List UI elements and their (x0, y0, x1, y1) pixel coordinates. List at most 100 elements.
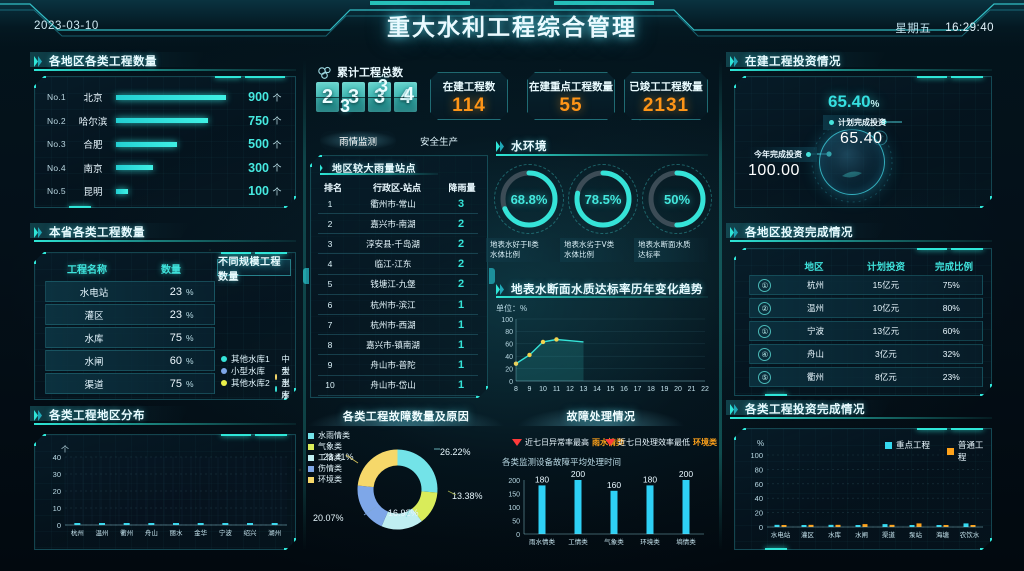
legend-item[interactable]: 其他水库2 (221, 377, 270, 389)
cell-rank: 6 (327, 299, 333, 310)
donut-legend-item[interactable]: 水雨情类 (308, 430, 350, 441)
table-row[interactable]: ② 温州 10亿元 80% (749, 298, 983, 318)
cell-station: 临江-江东 (374, 259, 412, 270)
svg-text:15: 15 (607, 386, 615, 393)
svg-text:海塘: 海塘 (936, 530, 950, 539)
legend-label: 其他水库2 (231, 378, 270, 388)
legend-item[interactable]: 大型水库 (275, 365, 295, 413)
table-row[interactable]: 7 杭州市-西湖 1 (318, 315, 478, 336)
cell-planned: 15亿元 (872, 280, 900, 290)
panel-title-plate-2 (30, 223, 190, 238)
table-row[interactable]: 1 衢州市-常山 3 (318, 194, 478, 214)
cell-index: ② (750, 302, 780, 315)
table-row[interactable]: 9 舟山市-普陀 1 (318, 356, 478, 376)
legend-item[interactable]: 其他水库1 (221, 353, 270, 365)
legend-label: 大型水库 (281, 366, 290, 412)
legend-item[interactable]: 小型水库 (221, 365, 265, 377)
svg-text:8: 8 (514, 386, 518, 393)
legend-dot-icon (221, 356, 227, 362)
donut-label: 23.41% (323, 452, 354, 462)
donut-legend-item[interactable]: 伤情类 (308, 463, 342, 474)
cell-ratio: 60% (942, 326, 960, 336)
svg-text:100: 100 (501, 317, 513, 324)
svg-text:50: 50 (512, 519, 520, 526)
rank-bar-track (116, 189, 226, 194)
legend-swatch-icon (308, 432, 314, 439)
legend-label: 环境类 (318, 475, 342, 484)
svg-text:30: 30 (53, 470, 61, 479)
divider-left (303, 60, 306, 550)
investment-orb (819, 129, 885, 195)
right-scroll-nub[interactable] (489, 268, 495, 284)
table-row[interactable]: ① 杭州 15亿元 75% (749, 275, 983, 295)
svg-text:0: 0 (516, 532, 520, 539)
tab-rain-monitoring[interactable]: 雨情监测 (320, 131, 396, 150)
svg-text:16: 16 (620, 386, 628, 393)
svg-text:0: 0 (57, 521, 61, 530)
rank-bar-track (116, 95, 226, 100)
province-row: 渠道 75% (45, 373, 215, 394)
tab-safety-production[interactable]: 安全生产 (419, 136, 458, 148)
project-qty: 75 (169, 331, 182, 344)
kpi-value: 55 (559, 95, 583, 116)
panel-title-regional-investment: 各地区投资完成情况 (730, 224, 853, 240)
donut-legend-item[interactable]: 工情类 (308, 452, 342, 463)
table-row[interactable]: 5 钱塘江-九堡 2 (318, 275, 478, 295)
cell-region: 杭州 (806, 280, 824, 290)
panel-title-plate-r2 (726, 223, 886, 238)
rank-value: 300 (248, 160, 269, 175)
panel-title-province-project-count: 本省各类工程数量 (34, 224, 145, 240)
donut-legend-item[interactable]: 气象类 (308, 441, 342, 452)
svg-text:18: 18 (647, 386, 655, 393)
cell-region: 舟山 (806, 349, 824, 359)
svg-text:14: 14 (593, 386, 601, 393)
trend-unit-label: 单位：% (496, 304, 528, 313)
card-investment-completion: % 重点工程 普通工程 0 20 40 60 80 100 水电站 灌区 水库 水闸 渠道 泵站 海塘 农饮… (734, 428, 992, 550)
cell-region: 宁波 (806, 326, 824, 336)
rank-bar-fill (116, 165, 153, 170)
cell-rank: 4 (327, 259, 333, 270)
cell-index: ④ (750, 348, 780, 361)
cell-station: 淳安县-千岛湖 (366, 238, 420, 249)
rank-region: 昆明 (83, 187, 103, 198)
legend-swatch-icon (947, 448, 954, 455)
index-circle: ④ (758, 348, 771, 361)
chevron-right-icon (496, 283, 504, 295)
panel-title-rain-stations: 地区较大雨量站点 (320, 160, 416, 175)
project-qty: 60 (169, 354, 182, 367)
svg-text:宁波: 宁波 (219, 528, 233, 537)
legend-item[interactable]: 中型水库 (275, 353, 295, 401)
table-row[interactable]: 3 淳安县-千岛湖 2 (318, 234, 478, 255)
table-row[interactable]: 2 嘉兴市-南湖 2 (318, 214, 478, 235)
rank-region: 合肥 (83, 140, 103, 151)
legend-label: 水雨情类 (318, 431, 350, 440)
chart-legend-item[interactable]: 普通工程 (947, 439, 991, 463)
corner-cap-tl (34, 252, 46, 264)
cell-rainfall: 1 (457, 338, 465, 351)
svg-text:10: 10 (53, 504, 61, 513)
legend-swatch-icon (308, 443, 314, 450)
table-row[interactable]: 8 嘉兴市-镇南湖 1 (318, 335, 478, 356)
chart-legend-item[interactable]: 重点工程 (885, 439, 930, 451)
gauge: 78.5% (568, 164, 638, 234)
header-date: 2023-03-10 (34, 20, 99, 32)
svg-text:100: 100 (508, 505, 520, 512)
index-circle: ② (758, 302, 771, 315)
left-scroll-nub[interactable] (303, 268, 309, 284)
donut-legend-item[interactable]: 环境类 (308, 474, 342, 485)
table-row[interactable]: 4 临江-江东 2 (318, 255, 478, 275)
table-row[interactable]: ⑤ 衢州 8亿元 23% (749, 367, 983, 387)
table-row[interactable]: 6 杭州市-滨江 1 (318, 295, 478, 315)
scale-badge[interactable]: 不同规模工程数量 (217, 259, 291, 276)
table-row[interactable]: ④ 舟山 3亿元 32% (749, 344, 983, 364)
panel-title-water-trend: 地表水断面水质达标率历年变化趋势 (496, 281, 703, 297)
rank-bar-track (116, 142, 226, 147)
table-row[interactable]: ① 宁波 13亿元 60% (749, 321, 983, 341)
cell-rainfall: 1 (457, 379, 465, 392)
rank-row: No.1 北京 900 个 (47, 86, 285, 108)
svg-text:水库: 水库 (828, 530, 842, 539)
cell-rank: 5 (327, 279, 333, 290)
table-row[interactable]: 10 舟山市-岱山 1 (318, 376, 478, 396)
counter-digit-ghost: 4 (404, 84, 415, 104)
panel-title-investment-completion: 各类工程投资完成情况 (730, 401, 865, 417)
